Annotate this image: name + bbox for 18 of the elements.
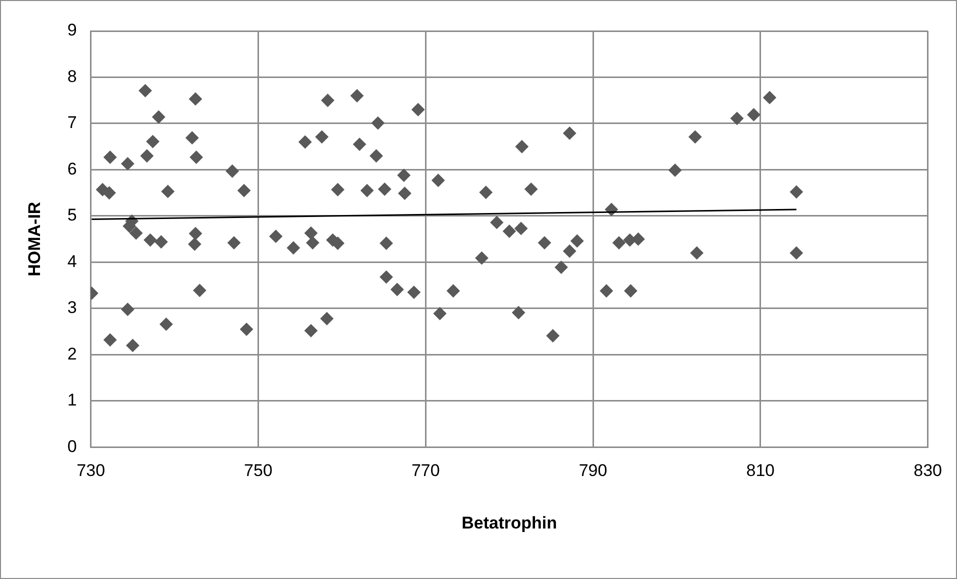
y-tick-label: 9 xyxy=(67,20,77,40)
y-tick-label: 3 xyxy=(67,298,77,318)
y-tick-label: 7 xyxy=(67,113,77,132)
x-tick-label: 730 xyxy=(76,461,106,480)
x-tick-label: 790 xyxy=(578,461,608,480)
y-tick-label: 6 xyxy=(67,159,77,178)
y-tick-label: 4 xyxy=(67,252,77,271)
x-axis-title: Betatrophin xyxy=(462,513,558,532)
y-axis-title: HOMA-IR xyxy=(24,202,44,276)
y-tick-label: 2 xyxy=(67,344,77,364)
x-tick-label: 770 xyxy=(411,461,440,480)
x-tick-label: 830 xyxy=(914,461,942,480)
y-tick-label: 1 xyxy=(67,390,77,410)
x-tick-label: 750 xyxy=(244,461,272,480)
y-tick-label: 8 xyxy=(67,66,77,86)
y-tick-label: 5 xyxy=(67,206,77,225)
y-tick-label: 0 xyxy=(67,436,77,456)
x-tick-label: 810 xyxy=(746,461,775,480)
